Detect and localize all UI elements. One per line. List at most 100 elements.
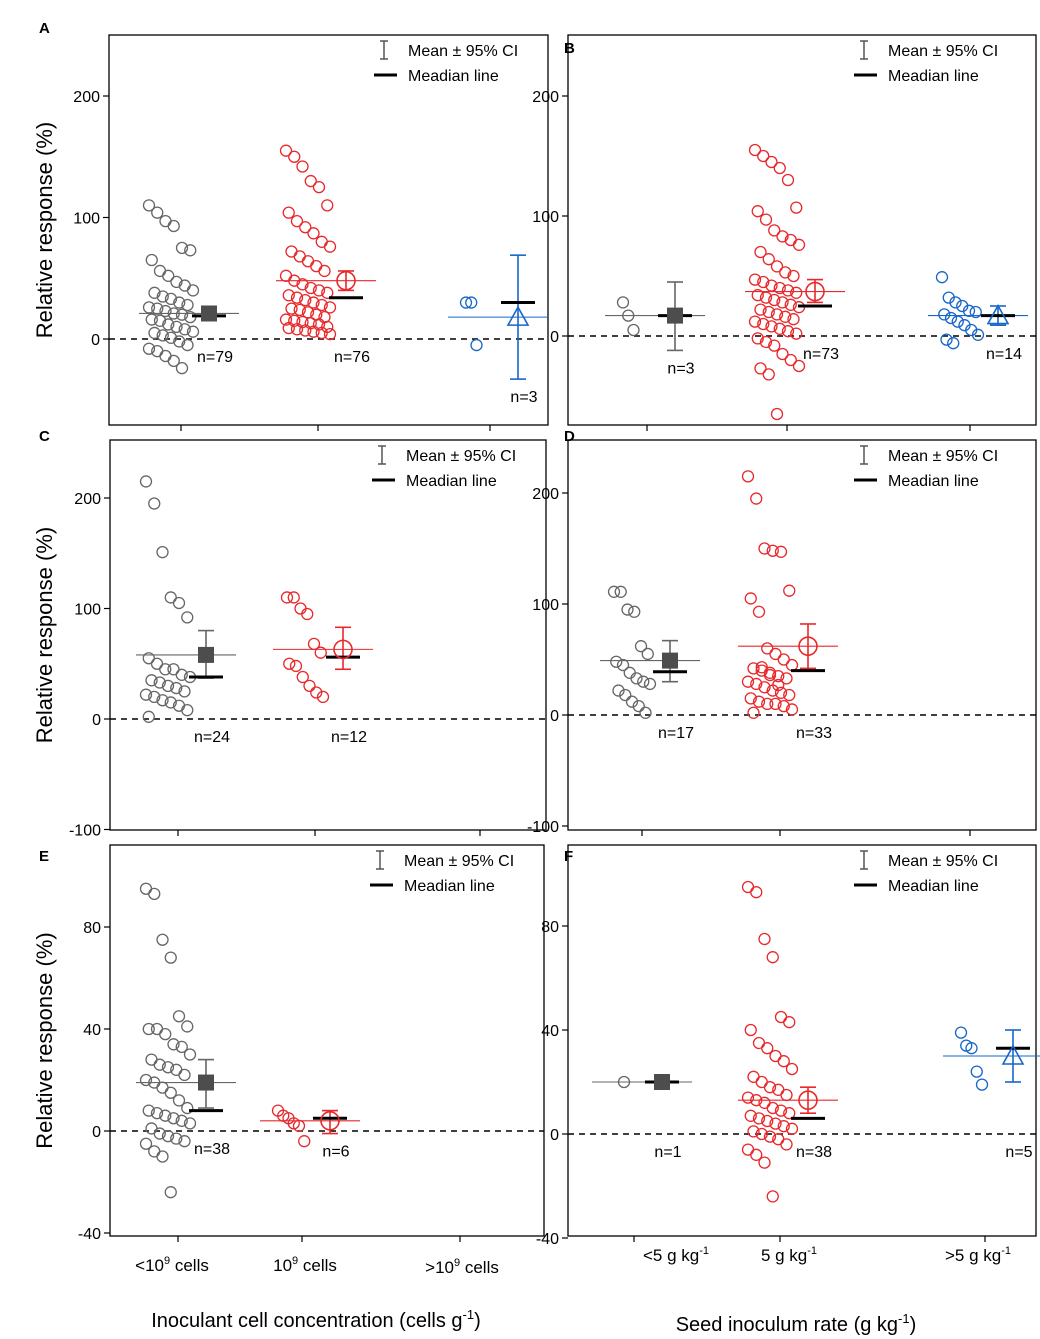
data-point [285,302,298,315]
data-point [630,672,643,685]
data-point [741,1091,755,1104]
data-point [173,296,186,309]
data-point [784,353,797,367]
data-point [312,284,326,297]
y-tick-label: 200 [532,486,559,503]
data-point [172,596,186,610]
data-point [175,362,189,375]
data-point [755,661,768,674]
data-point [785,1062,799,1076]
data-point [296,160,309,173]
data-point [748,143,762,157]
data-point [769,697,782,711]
n-label: n=17 [658,725,694,742]
data-point [323,327,337,341]
data-point [293,303,306,316]
data-point [940,333,953,346]
data-point [167,219,180,233]
data-point [139,882,153,895]
data-point [162,269,175,282]
data-point [150,1107,164,1120]
n-label: n=6 [322,1144,349,1161]
data-point [142,1022,155,1036]
mean-marker-triangle [1001,1044,1025,1065]
data-point [296,278,309,291]
data-point [787,269,800,283]
y-tick-label: -40 [78,1226,101,1243]
y-axis-label: Relative response (%) [32,932,57,1148]
data-point [307,227,320,240]
data-point [777,653,790,666]
y-tick-label: 40 [83,1022,101,1039]
y-tick-label: 200 [73,89,100,106]
panel-d: D -100 0 100 200 Mean ± 95% CI Meadian line n=1… [527,428,1037,836]
data-point [770,308,784,321]
legend-median-label: Meadian line [888,68,979,85]
data-point [783,584,796,597]
data-point [150,1022,164,1036]
data-point [768,224,781,237]
data-point [145,313,158,326]
data-point [153,1127,166,1140]
legend-median-label: Meadian line [888,473,979,490]
data-point [784,298,797,311]
data-point [145,674,158,687]
data-point [181,1020,194,1033]
data-point [951,315,964,328]
data-point [765,320,778,333]
data-point [175,668,188,681]
data-point [769,647,782,661]
data-point [175,1114,188,1127]
x-axis-label: Inoculant cell concentration (cells g-1) [151,1307,481,1332]
data-point [747,662,760,675]
data-point [634,640,648,653]
data-point [148,497,161,510]
data-point [167,354,180,368]
data-point [623,666,636,679]
data-point [783,688,796,702]
data-point [303,679,316,692]
data-point [752,605,766,618]
data-point [287,591,300,604]
y-tick-label: 100 [73,211,100,228]
data-point [148,887,161,900]
data-point [785,1122,799,1135]
data-point [616,658,630,672]
data-point [282,321,295,335]
data-point [777,1120,790,1133]
data-point [304,281,317,295]
data-point [164,696,177,709]
y-tick-label: 80 [83,920,101,937]
data-point [321,286,334,299]
mean-marker-circle [333,639,353,660]
data-point [175,1040,188,1053]
data-point [156,1150,169,1163]
data-point [282,289,295,302]
data-point [610,655,623,668]
data-point [761,642,774,655]
data-point [741,675,755,688]
category-label: >5 g kg-1 [945,1245,1011,1265]
mean-marker-circle [798,636,818,656]
data-point [783,1107,796,1120]
data-point [175,241,189,255]
data-point [181,298,194,312]
y-tick-label: -100 [527,819,559,836]
y-tick-label: 0 [550,1127,559,1144]
data-point [780,1138,793,1151]
data-point [763,1130,777,1143]
data-point [159,304,172,318]
data-point [614,585,627,598]
n-label: n=3 [667,360,694,377]
y-tick-label: 0 [550,329,559,346]
data-point [783,1016,796,1029]
data-point [741,470,755,483]
data-point [779,266,792,279]
data-point [781,325,795,338]
data-point [761,1042,774,1055]
data-point [759,213,773,226]
data-point [178,323,191,336]
data-point [181,1101,194,1115]
category-label: >109 cells [425,1257,499,1277]
category-label: 109 cells [273,1255,337,1275]
